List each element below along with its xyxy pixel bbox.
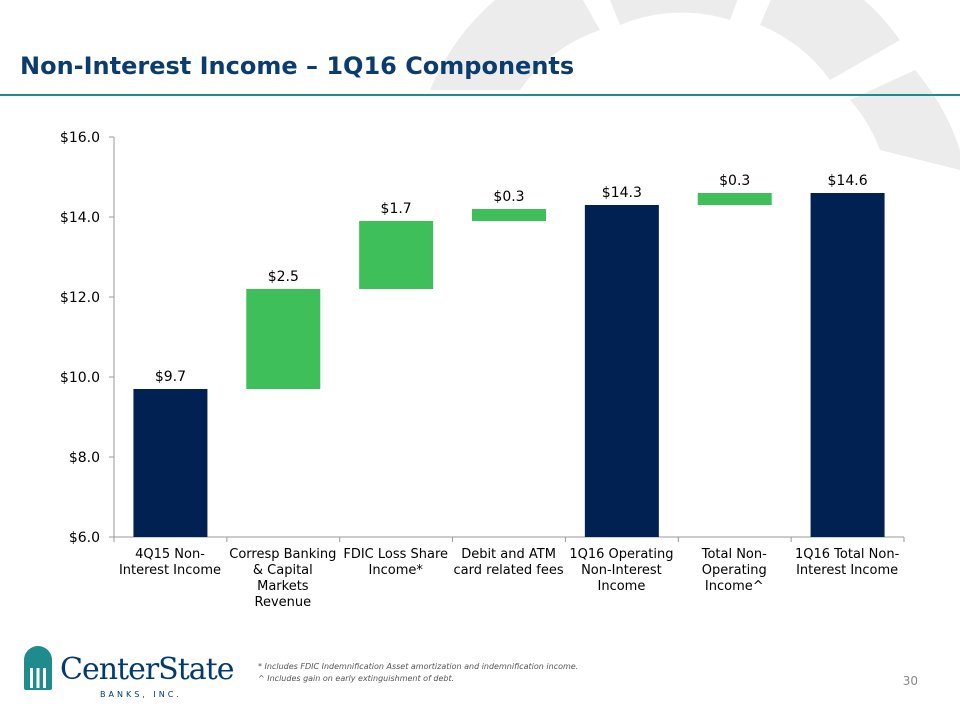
- value-label: $1.7: [381, 201, 412, 217]
- y-tick-label: $14.0: [60, 210, 100, 226]
- x-tick-label: Debit and ATM card related fees: [453, 547, 564, 578]
- bar: [246, 289, 321, 389]
- x-tick-label: 1Q16 Operating Non-Interest Income: [569, 547, 674, 594]
- bar: [697, 193, 772, 205]
- logo-name: CenterState: [60, 652, 234, 687]
- y-tick-label: $8.0: [69, 450, 100, 466]
- x-tick-label: FDIC Loss Share Income*: [343, 547, 449, 578]
- value-label: $0.3: [493, 189, 524, 205]
- x-tick-label: 1Q16 Total Non-Interest Income: [795, 547, 900, 578]
- value-label: $2.5: [268, 269, 299, 285]
- y-tick-label: $12.0: [60, 290, 100, 306]
- x-tick-label: Total Non-Operating Income^: [701, 547, 767, 594]
- bar: [810, 193, 885, 537]
- background-emblem: [430, 0, 960, 170]
- value-label: $0.3: [719, 173, 750, 189]
- footnote: ^ Includes gain on early extinguishment …: [258, 674, 455, 683]
- x-tick-label: Corresp Banking & Capital Markets Revenu…: [229, 547, 337, 610]
- bar: [472, 209, 546, 221]
- logo-icon: [24, 646, 52, 690]
- bar: [133, 389, 208, 537]
- x-tick-label: 4Q15 Non-Interest Income: [118, 547, 222, 578]
- bar: [584, 205, 659, 537]
- value-label: $9.7: [155, 369, 186, 385]
- footnote: * Includes FDIC Indemnification Asset am…: [258, 662, 579, 671]
- value-label: $14.6: [828, 173, 868, 189]
- y-tick-label: $6.0: [69, 530, 100, 546]
- logo-subtitle: BANKS, INC.: [100, 690, 182, 699]
- page-number: 30: [902, 674, 918, 688]
- bar: [359, 221, 434, 289]
- value-label: $14.3: [602, 185, 642, 201]
- y-tick-label: $16.0: [60, 130, 100, 146]
- slide-title: Non-Interest Income – 1Q16 Components: [20, 52, 575, 80]
- y-tick-label: $10.0: [60, 370, 100, 386]
